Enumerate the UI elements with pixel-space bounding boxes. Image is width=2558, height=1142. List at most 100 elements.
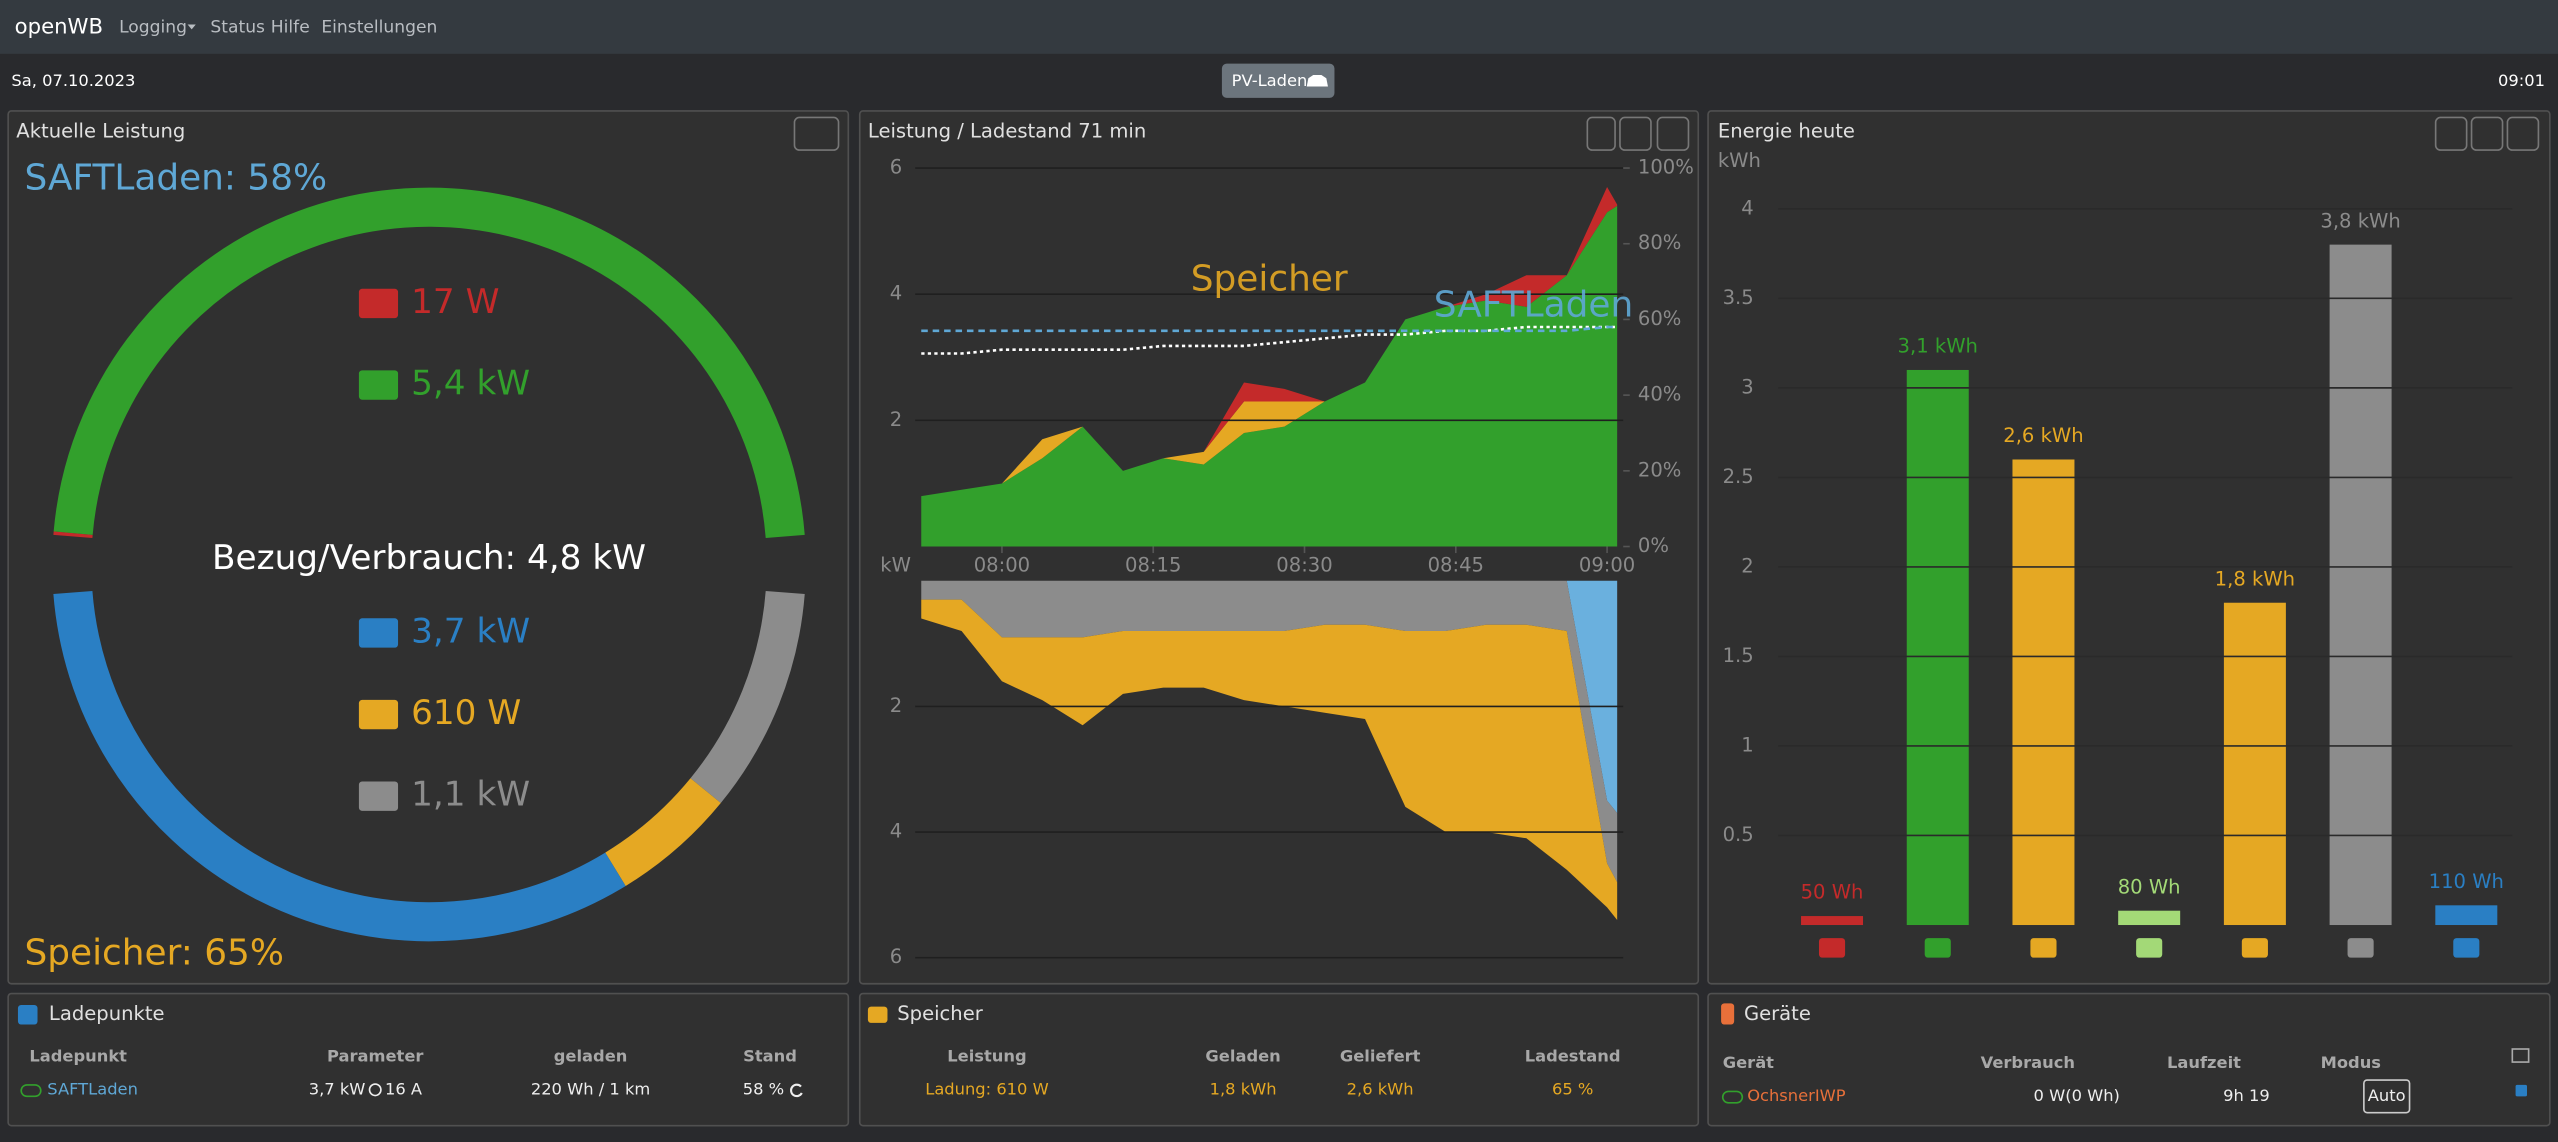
nav-link[interactable]: Einstellungen — [321, 18, 437, 38]
panel-title: Aktuelle Leistung — [16, 120, 185, 143]
table-header: geladen — [554, 1047, 628, 1066]
panel — [1707, 110, 2551, 985]
power-value: 5,4 kW — [411, 364, 530, 404]
car-icon — [1306, 75, 1328, 87]
y-tick-label: 4 — [1741, 196, 1753, 219]
time: 09:01 — [2498, 71, 2545, 90]
donut-segment — [53, 187, 805, 539]
panel — [1707, 992, 2551, 1127]
panel-title: Speicher — [897, 1002, 983, 1025]
panel-button[interactable] — [2434, 116, 2468, 151]
table-cell: OchsnerIWP — [1747, 1086, 1846, 1105]
category-icon — [2136, 938, 2163, 958]
table-cell: 16 A — [385, 1079, 423, 1098]
table-header: Parameter — [327, 1047, 423, 1066]
power-area — [921, 599, 1618, 920]
table-cell: Ladung: 610 W — [925, 1079, 1048, 1098]
category-icon — [2347, 938, 2374, 958]
panel-title: Geräte — [1744, 1002, 1811, 1025]
y2-tick-label: 80% — [1638, 231, 1681, 254]
y2-tick-label: 100% — [1638, 156, 1694, 179]
vehicle-soc: SAFTLaden: 58% — [24, 157, 327, 198]
power-value: 3,7 kW — [411, 611, 530, 651]
table-cell: Auto — [2368, 1086, 2406, 1105]
y-tick-label: 2 — [890, 694, 902, 717]
category-icon — [2030, 938, 2057, 958]
table-header: Gerät — [1723, 1053, 1774, 1072]
nav-link[interactable]: Status — [210, 18, 265, 38]
checkbox[interactable] — [2515, 1084, 2528, 1097]
table-cell: SAFTLaden — [47, 1079, 138, 1098]
panel-button[interactable] — [1586, 116, 1616, 151]
toggle-icon — [1721, 1090, 1744, 1104]
chart-icon — [2511, 1048, 2530, 1063]
power-icon — [358, 781, 399, 811]
y-tick-label: 0.5 — [1723, 823, 1754, 846]
panel-icon — [17, 1004, 38, 1025]
bar — [2118, 910, 2181, 926]
table-header: Verbrauch — [1981, 1053, 2075, 1072]
y2-tick-label: 60% — [1638, 307, 1681, 330]
y-tick-label: 2 — [890, 408, 902, 431]
mode-button-label[interactable]: PV-Laden — [1232, 71, 1308, 90]
power-area — [921, 580, 1618, 883]
power-icon — [358, 288, 399, 319]
dropdown-caret — [187, 24, 196, 30]
consumption: Bezug/Verbrauch: 4,8 kW — [212, 538, 646, 578]
table-header: Geladen — [1205, 1047, 1280, 1066]
panel-button[interactable] — [2470, 116, 2504, 151]
table-cell: 65 % — [1552, 1079, 1593, 1098]
bar — [2329, 244, 2392, 926]
bar — [2435, 905, 2498, 926]
table-cell: 9h 19 — [2223, 1086, 2270, 1105]
bar-label: 3,1 kWh — [1898, 335, 1978, 358]
bar — [2223, 602, 2286, 926]
table-cell: 1,8 kWh — [1210, 1079, 1277, 1098]
y-tick-label: 1.5 — [1723, 644, 1754, 667]
y-tick-label: 2.5 — [1723, 465, 1754, 488]
table-header: Geliefert — [1340, 1047, 1421, 1066]
x-tick-label: 08:00 — [974, 554, 1030, 577]
nav-link[interactable]: Hilfe — [271, 18, 310, 38]
table-cell: 3,7 kW — [309, 1079, 366, 1098]
power-icon — [358, 618, 399, 648]
y-tick-label: 3 — [1741, 375, 1753, 398]
panel-button[interactable] — [1619, 116, 1652, 151]
bar-label: 2,6 kWh — [2003, 424, 2083, 447]
panel-title: Ladepunkte — [49, 1002, 165, 1025]
y-tick-label: 6 — [890, 945, 902, 968]
y-tick-label: 1 — [1741, 733, 1753, 756]
panel — [7, 992, 850, 1127]
y-axis-label: kWh — [1718, 149, 1761, 172]
mode-button[interactable] — [1221, 63, 1335, 98]
mode-button[interactable] — [2363, 1079, 2411, 1114]
panel-button[interactable] — [793, 116, 840, 151]
table-header: Modus — [2321, 1053, 2381, 1072]
panel-title: Leistung / Ladestand 71 min — [868, 120, 1146, 143]
panel-title: Energie heute — [1718, 120, 1855, 143]
table-cell: 58 % — [743, 1079, 784, 1098]
power-icon — [358, 370, 399, 400]
panel-icon — [867, 1006, 888, 1023]
x-tick-label: 09:00 — [1579, 554, 1635, 577]
refresh-icon — [790, 1083, 803, 1098]
table-header: Leistung — [947, 1047, 1026, 1066]
panel — [858, 992, 1700, 1127]
x-tick-label: 08:15 — [1125, 554, 1181, 577]
annotation: SAFTLaden — [1434, 285, 1633, 326]
y-tick-label: 4 — [890, 282, 902, 305]
y-tick-label: 4 — [890, 820, 902, 843]
panel-button[interactable] — [2506, 116, 2540, 151]
power-value: 1,1 kW — [411, 775, 530, 815]
bar — [2012, 459, 2075, 926]
navbar — [0, 0, 2558, 54]
clock-icon — [368, 1083, 382, 1097]
panel-button[interactable] — [1656, 116, 1690, 151]
table-header: Laufzeit — [2167, 1053, 2241, 1072]
category-icon — [2453, 938, 2480, 958]
bar-label: 50 Wh — [1801, 881, 1864, 904]
nav-link[interactable]: Logging — [119, 18, 187, 38]
